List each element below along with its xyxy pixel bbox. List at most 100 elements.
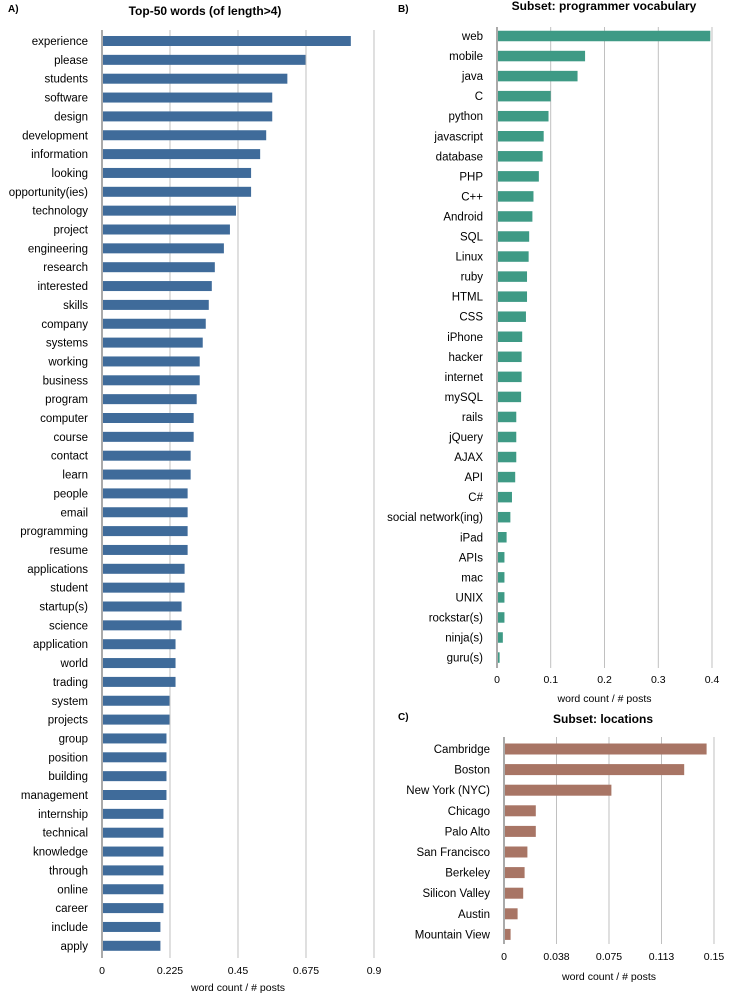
bar-b-1 [498,50,586,62]
bar-c-9 [505,928,511,940]
bar-a-48 [103,940,161,951]
bar-a-39 [103,771,167,782]
category-label-c-6: Berkeley [445,868,490,880]
bar-b-25 [498,532,507,543]
category-label-b-1: mobile [449,51,483,63]
category-label-b-27: mac [461,572,483,584]
category-label-b-28: UNIX [456,592,484,604]
category-label-a-20: computer [40,413,88,425]
bar-a-38 [103,752,167,763]
bar-a-28 [103,563,185,574]
bar-c-3 [505,805,536,817]
category-label-a-16: systems [46,338,88,350]
bar-a-2 [103,73,288,84]
bar-a-27 [103,544,188,555]
category-label-a-47: include [52,922,88,934]
x-tick-label-b-1: 0.1 [543,674,558,686]
x-tick-label-c-3: 0.113 [649,951,675,963]
bar-b-0 [498,30,711,42]
bar-a-44 [103,865,164,876]
category-label-a-46: career [55,903,88,915]
bar-a-34 [103,676,176,687]
bar-c-0 [505,743,707,755]
bar-a-0 [103,36,351,46]
category-label-b-8: C++ [461,191,483,203]
category-label-b-25: iPad [460,532,483,544]
category-label-b-11: Linux [456,252,484,264]
category-label-a-1: please [54,55,88,67]
category-label-b-29: rockstar(s) [429,612,483,624]
category-label-b-9: Android [443,211,483,223]
bar-a-41 [103,808,164,819]
bar-a-14 [103,299,209,310]
bar-a-33 [103,658,176,669]
bar-b-8 [498,191,534,202]
category-label-c-8: Austin [458,909,490,921]
category-label-b-0: web [461,31,483,43]
bar-b-31 [498,652,500,663]
bar-b-24 [498,511,511,523]
bar-b-21 [498,451,517,463]
bar-a-31 [103,620,182,631]
bar-b-14 [498,311,526,322]
category-label-b-7: PHP [459,171,483,183]
category-label-b-15: iPhone [447,332,483,344]
bar-a-5 [103,130,267,141]
bar-a-16 [103,337,203,348]
category-label-b-10: SQL [460,232,484,244]
bar-c-8 [505,908,518,920]
x-tick-label-b-2: 0.2 [597,674,612,686]
bar-b-12 [498,271,528,282]
category-label-a-21: course [53,432,88,444]
category-label-c-0: Cambridge [434,744,490,756]
bar-a-11 [103,243,224,254]
bar-a-23 [103,469,191,480]
panel-letter-c: C) [398,712,409,723]
bar-c-2 [505,784,612,796]
category-label-c-5: San Francisco [416,847,490,859]
category-label-a-13: interested [37,281,88,293]
x-axis-label-b: word count / # posts [557,693,652,705]
category-label-a-6: information [31,149,88,161]
category-label-a-9: technology [32,206,88,218]
category-label-a-33: world [60,658,88,670]
category-label-c-1: Boston [454,765,490,777]
x-tick-label-a-2: 0.45 [228,965,249,977]
bar-a-20 [103,413,194,423]
category-label-a-23: learn [62,470,88,482]
category-label-a-42: technical [43,828,88,840]
x-tick-label-c-1: 0.038 [543,951,569,963]
bar-b-19 [498,411,517,423]
panel-letter-a: A) [8,4,19,15]
bar-a-25 [103,507,188,518]
category-label-a-17: working [47,356,88,368]
category-label-c-2: New York (NYC) [406,785,490,797]
bar-a-43 [103,846,164,857]
bar-a-7 [103,167,252,178]
category-label-a-34: trading [53,677,88,689]
category-label-a-45: online [57,884,88,896]
category-label-a-19: program [45,394,88,406]
bar-a-6 [103,149,261,160]
category-label-a-35: system [52,696,88,708]
bar-c-5 [505,846,528,858]
bar-a-22 [103,450,191,461]
bar-b-7 [498,171,539,182]
category-label-a-4: design [54,111,88,123]
category-label-a-40: management [21,790,89,802]
category-label-b-19: rails [462,412,483,424]
bar-b-17 [498,371,522,383]
bar-b-20 [498,431,517,443]
category-label-b-6: database [436,151,483,163]
category-label-b-4: python [448,111,483,123]
bar-b-6 [498,151,543,162]
bar-a-10 [103,224,230,235]
bar-a-30 [103,601,182,612]
category-label-b-23: C# [468,492,483,504]
bar-b-26 [498,552,505,563]
bar-a-17 [103,356,200,367]
category-label-a-32: application [33,639,88,651]
bar-a-29 [103,582,185,593]
category-label-a-48: apply [61,941,89,953]
